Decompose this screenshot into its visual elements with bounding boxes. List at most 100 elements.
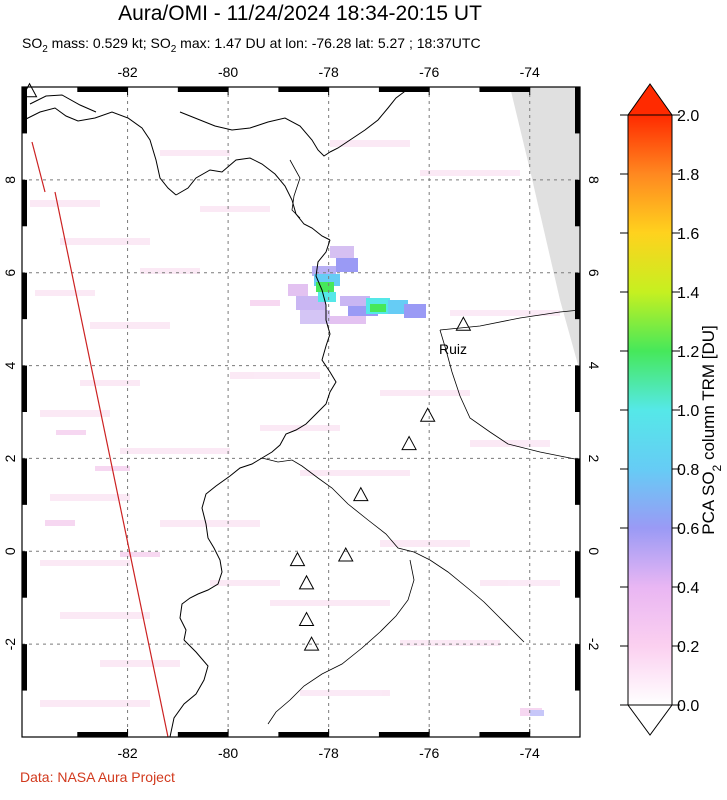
map-title: Aura/OMI - 11/24/2024 18:34-20:15 UT <box>118 2 482 25</box>
frame-band-top <box>479 87 530 92</box>
ecuador-peru-border <box>267 559 415 725</box>
lon-label-top-2: -78 <box>319 64 339 80</box>
volcano-triangle-icon <box>289 551 306 567</box>
colorbar-tick-label-10: 0.0 <box>677 698 699 715</box>
pacific-coast-colombia-ecuador <box>179 239 337 641</box>
lon-label-top-4: -74 <box>520 64 540 80</box>
colorbar-tick-label-9: 0.2 <box>677 639 699 656</box>
frame-band-left <box>22 458 27 505</box>
frame-band-right <box>575 87 580 134</box>
lat-label-left-1: 6 <box>2 269 18 277</box>
colorbar-ticks: 2.0 1.8 1.6 1.4 1.2 1.0 0.8 0.6 0.4 0.2 0.0 <box>620 108 699 715</box>
lon-label-bottom-1: -80 <box>218 745 238 761</box>
subtitle-mid: mass: 0.529 kt; SO <box>47 35 171 51</box>
frame-band-bottom <box>378 732 430 737</box>
lon-label-bottom-0: -82 <box>117 745 137 761</box>
lat-label-left-4: 0 <box>2 547 18 555</box>
country-borders <box>261 159 580 725</box>
volcano-triangle-icon <box>455 316 472 331</box>
frame-band-left <box>22 551 27 598</box>
lat-label-left-0: 8 <box>2 176 18 184</box>
nicaragua-coast <box>29 94 97 113</box>
data-credit: Data: NASA Aura Project <box>20 769 175 785</box>
frame-band-top <box>177 87 229 92</box>
lon-label-bottom-3: -76 <box>419 745 439 761</box>
colombia-venezuela-border-a <box>439 309 580 331</box>
colombia-ecuador-peru-border <box>261 457 525 643</box>
no-data-region <box>510 87 580 372</box>
map-grid <box>22 87 580 737</box>
frame-band-left <box>22 644 27 691</box>
frame-band-right <box>575 644 580 691</box>
frame-band-bottom <box>177 732 229 737</box>
frame-band-top <box>77 87 128 92</box>
colorbar-min-arrow <box>627 704 673 736</box>
lon-label-bottom-2: -78 <box>319 745 339 761</box>
colorbar-max-arrow <box>627 83 673 116</box>
colorbar-tick-label-6: 0.8 <box>677 462 699 479</box>
colorbar-tick-label-2: 1.6 <box>677 226 699 243</box>
colorbar-title: PCA SO2 column TRM [DU] <box>699 325 724 535</box>
lat-label-right-0: 8 <box>586 176 602 184</box>
lon-label-bottom-4: -74 <box>520 745 540 761</box>
lon-label-top-0: -82 <box>117 64 137 80</box>
frame-band-right <box>575 551 580 598</box>
map-subtitle: SO2 mass: 0.529 kt; SO2 max: 1.47 DU at … <box>22 35 481 55</box>
frame-band-top <box>378 87 430 92</box>
colorbar-tick-label-0: 2.0 <box>677 108 699 125</box>
volcano-triangle-icon <box>298 574 315 590</box>
colorbar-bar <box>627 114 673 706</box>
colombia-venezuela-border-b <box>439 329 580 461</box>
frame-band-right <box>575 179 580 227</box>
lat-label-right-4: 0 <box>586 547 602 555</box>
colorbar-tick-label-3: 1.4 <box>677 285 699 302</box>
lon-label-top-3: -76 <box>419 64 439 80</box>
colombia-caribbean-coast <box>329 87 411 153</box>
volcano-triangle-icon <box>352 486 369 502</box>
orbit-track-edge-short <box>31 141 46 193</box>
lat-label-right-1: 6 <box>586 269 602 277</box>
peru-north-coast <box>169 639 209 737</box>
map-plot-area: Ruiz -82 -82 -80 -80 -78 -78 -76 -76 -74 -74 8 6 4 2 0… <box>2 64 602 761</box>
costa-rica-pacific-coast <box>23 107 177 196</box>
frame-band-left <box>22 87 27 134</box>
frame-band-right <box>575 458 580 505</box>
colorbar-tick-label-1: 1.8 <box>677 167 699 184</box>
plot-background <box>22 87 580 737</box>
volcano-triangle-icon <box>303 636 320 651</box>
lat-label-right-5: -2 <box>586 638 602 651</box>
frame-band-right <box>575 272 580 320</box>
volcano-triangle-icon <box>401 435 417 451</box>
volcano-label-ruiz: Ruiz <box>439 341 467 357</box>
colorbar-tick-label-7: 0.6 <box>677 521 699 538</box>
subtitle-prefix: SO <box>22 35 43 51</box>
lat-label-left-5: -2 <box>2 638 18 651</box>
lat-label-right-2: 4 <box>586 362 602 370</box>
subtitle-sub2: 2 <box>170 43 177 55</box>
coastlines <box>23 87 411 737</box>
orbit-track-edge <box>54 191 169 738</box>
volcano-triangle-icon <box>337 546 354 562</box>
frame-band-right <box>575 365 580 412</box>
colorbar-tick-label-5: 1.0 <box>677 403 699 420</box>
frame-band-bottom <box>77 732 128 737</box>
lat-label-left-3: 2 <box>2 454 18 462</box>
colorbar-tick-label-8: 0.4 <box>677 580 699 597</box>
volcano-triangle-icon <box>298 611 315 627</box>
panama-caribbean-coast <box>179 111 331 157</box>
colorbar-tick-label-4: 1.2 <box>677 344 699 361</box>
frame-band-left <box>22 272 27 320</box>
axis-ticks: -82 -82 -80 -80 -78 -78 -76 -76 -74 -74 8 6 4 2 0 -2 8 6 4… <box>2 64 602 761</box>
frame-band-left <box>22 179 27 227</box>
map-frame <box>21 86 581 738</box>
colorbar: 2.0 1.8 1.6 1.4 1.2 1.0 0.8 0.6 0.4 0.2 0.0 PCA SO… <box>620 83 724 736</box>
frame-band-bottom <box>278 732 329 737</box>
frame-band-bottom <box>479 732 530 737</box>
subtitle-rest: max: 1.47 DU at lon: -76.28 lat: 5.27 ; … <box>176 35 481 51</box>
panama-pacific-coast <box>175 157 331 241</box>
lon-label-top-1: -80 <box>218 64 238 80</box>
so2-plume <box>288 246 426 324</box>
subtitle-sub1: 2 <box>42 43 48 55</box>
panama-colombia-border <box>289 159 301 219</box>
